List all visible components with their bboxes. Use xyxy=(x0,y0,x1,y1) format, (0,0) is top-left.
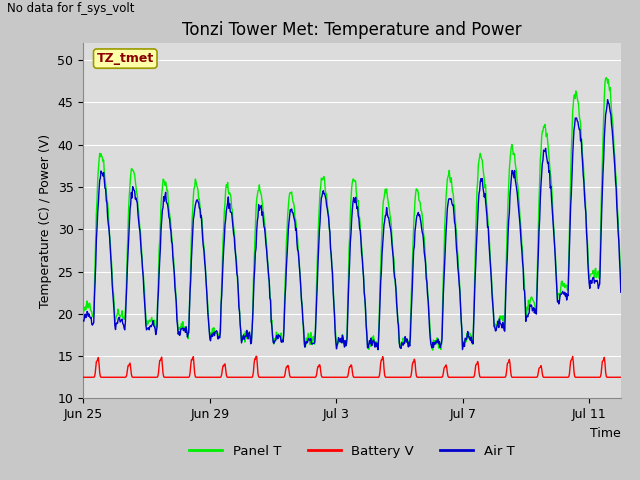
Text: TZ_tmet: TZ_tmet xyxy=(97,52,154,65)
Y-axis label: Temperature (C) / Power (V): Temperature (C) / Power (V) xyxy=(39,134,52,308)
X-axis label: Time: Time xyxy=(590,427,621,440)
Title: Tonzi Tower Met: Temperature and Power: Tonzi Tower Met: Temperature and Power xyxy=(182,21,522,39)
Legend: Panel T, Battery V, Air T: Panel T, Battery V, Air T xyxy=(184,439,520,463)
Text: No data for f_sys_volt: No data for f_sys_volt xyxy=(7,2,134,15)
